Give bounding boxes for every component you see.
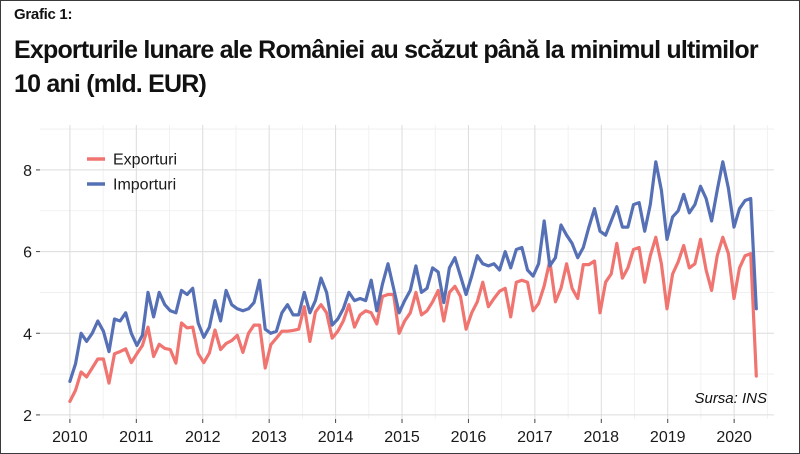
x-tick-label: 2013 xyxy=(251,429,287,446)
x-tick-label: 2018 xyxy=(583,429,619,446)
figure-label: Grafic 1: xyxy=(14,6,73,23)
chart-title: Exporturile lunare ale României au scăzu… xyxy=(14,36,759,98)
series-line-exporturi xyxy=(68,235,758,403)
x-tick-label: 2010 xyxy=(52,429,88,446)
legend-label-importuri: Importuri xyxy=(113,177,176,194)
y-tick-label: 8 xyxy=(23,163,32,180)
x-tick-label: 2015 xyxy=(384,429,420,446)
source-note: Sursa: INS xyxy=(694,390,767,407)
x-tick-label: 2016 xyxy=(451,429,487,446)
plot-area xyxy=(40,125,774,419)
x-tick-label: 2011 xyxy=(119,429,154,446)
series-lines xyxy=(68,160,758,403)
y-tick-label: 2 xyxy=(23,408,32,425)
x-tick-label: 2017 xyxy=(517,429,553,446)
x-tick-label: 2019 xyxy=(650,429,686,446)
x-tick-label: 2020 xyxy=(716,429,752,446)
series-line-importuri xyxy=(68,160,758,383)
y-tick-label: 6 xyxy=(23,245,32,262)
x-tick-label: 2012 xyxy=(185,429,221,446)
legend-label-exporturi: Exporturi xyxy=(113,152,177,169)
legend: Exporturi Importuri xyxy=(87,152,177,194)
gridlines xyxy=(40,125,774,419)
y-axis-ticks: 2 4 6 8 xyxy=(23,163,40,425)
x-tick-label: 2014 xyxy=(318,429,354,446)
y-tick-label: 4 xyxy=(23,326,32,343)
x-axis-ticks: 2010 2011 2012 2013 2014 2015 2016 2017 2018 2019… xyxy=(52,419,752,446)
